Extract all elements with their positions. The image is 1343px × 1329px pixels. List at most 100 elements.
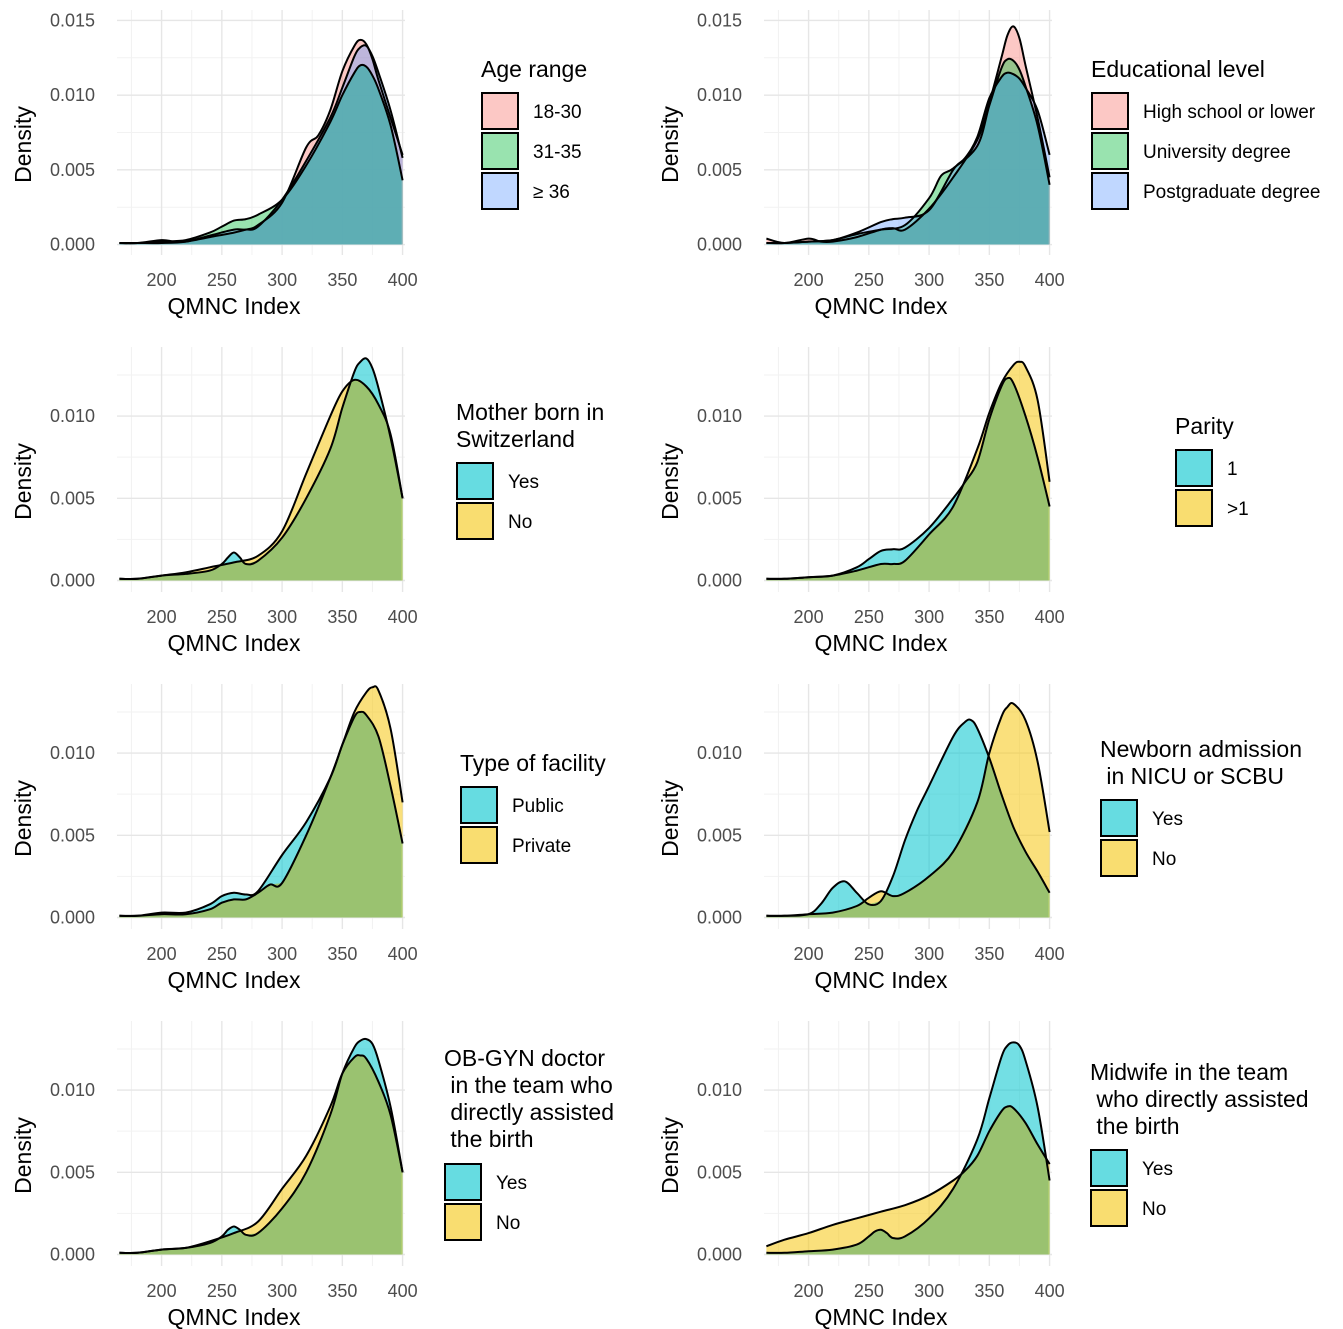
- density-line-1: [119, 63, 404, 245]
- legend-key-0: [456, 462, 494, 500]
- y-tick-label: 0.005: [50, 1162, 95, 1182]
- density-lines: [766, 1041, 1051, 1254]
- y-tick-label: 0.005: [50, 488, 95, 508]
- tick-labels: 200 250 300 350 400 0.000 0.005 0.010 0.015: [50, 10, 418, 290]
- legend-label-0: 1: [1227, 459, 1238, 480]
- x-tick-label: 350: [327, 1281, 357, 1301]
- density-areas: [766, 702, 1050, 918]
- x-tick-label: 350: [974, 1281, 1004, 1301]
- x-axis-title: QMNC Index: [168, 1304, 301, 1329]
- y-tick-label: 0.015: [697, 10, 742, 30]
- x-tick-label: 200: [794, 1281, 824, 1301]
- legend-title: the birth: [444, 1126, 534, 1152]
- density-line-2: [766, 71, 1051, 245]
- legend-label-1: University degree: [1143, 142, 1291, 163]
- y-tick-label: 0.010: [697, 1080, 742, 1100]
- legend-label-1: No: [508, 512, 532, 533]
- x-tick-label: 400: [388, 944, 418, 964]
- legend-key-1: [456, 502, 494, 540]
- legend-title: Midwife in the team: [1090, 1059, 1288, 1085]
- legend-key-1: [460, 826, 498, 864]
- legend-label-2: Postgraduate degree: [1143, 182, 1320, 203]
- legend-title: in the team who: [444, 1072, 613, 1098]
- x-tick-label: 350: [974, 607, 1004, 627]
- overlap-area: [766, 378, 1049, 581]
- panel-parity: 200 250 300 350 400 0.000 0.005 0.010 QMNC Index…: [657, 347, 1249, 656]
- x-tick-label: 350: [327, 270, 357, 290]
- density-line-1: [119, 685, 404, 917]
- y-tick-label: 0.010: [697, 85, 742, 105]
- tick-labels: 200 250 300 350 400 0.000 0.005 0.010: [50, 743, 418, 964]
- y-axis-title: Density: [10, 443, 36, 520]
- density-line-0: [119, 710, 404, 918]
- legend: Midwife in the team who directly assiste…: [1090, 1059, 1309, 1227]
- y-tick-label: 0.010: [50, 406, 95, 426]
- y-axis-title: Density: [657, 1117, 683, 1194]
- x-tick-label: 200: [794, 607, 824, 627]
- x-tick-label: 400: [1035, 270, 1065, 290]
- legend: Age range 18-30 31-35 ≥ 36: [481, 56, 587, 210]
- y-tick-label: 0.000: [697, 570, 742, 590]
- y-tick-label: 0.010: [50, 1080, 95, 1100]
- y-tick-label: 0.010: [697, 743, 742, 763]
- legend-title: OB-GYN doctor: [444, 1045, 605, 1071]
- legend-key-0: [1090, 1149, 1128, 1187]
- density-line-1: [766, 360, 1051, 580]
- x-tick-label: 350: [327, 607, 357, 627]
- panel-midwife: 200 250 300 350 400 0.000 0.005 0.010 QMNC Index…: [657, 1021, 1309, 1329]
- tick-labels: 200 250 300 350 400 0.000 0.005 0.010: [50, 406, 418, 627]
- legend-key-1: [1100, 839, 1138, 877]
- x-tick-label: 350: [974, 944, 1004, 964]
- density-line-0: [766, 718, 1051, 917]
- density-lines: [119, 685, 404, 918]
- density-areas: [766, 26, 1050, 245]
- y-tick-label: 0.000: [50, 1244, 95, 1264]
- legend: Newborn admission in NICU or SCBU Yes No: [1100, 736, 1302, 877]
- overlap-area: [119, 1055, 402, 1255]
- x-tick-label: 250: [207, 1281, 237, 1301]
- x-tick-label: 400: [1035, 1281, 1065, 1301]
- x-tick-label: 250: [207, 270, 237, 290]
- x-axis-title: QMNC Index: [815, 1304, 948, 1329]
- legend-key-1: [1091, 132, 1129, 170]
- density-line-1: [766, 1105, 1051, 1248]
- y-tick-label: 0.000: [50, 570, 95, 590]
- x-axis-title: QMNC Index: [168, 293, 301, 319]
- panel-born: 200 250 300 350 400 0.000 0.005 0.010 QMNC Index…: [10, 347, 604, 656]
- legend-key-1: [1090, 1189, 1128, 1227]
- legend-key-1: [1175, 489, 1213, 527]
- panel-age: 200 250 300 350 400 0.000 0.005 0.010 0.015 QMNC …: [10, 10, 587, 319]
- legend-title: Newborn admission: [1100, 736, 1302, 762]
- x-tick-label: 300: [267, 1281, 297, 1301]
- legend-key-0: [444, 1163, 482, 1201]
- panel-nicu: 200 250 300 350 400 0.000 0.005 0.010 QMNC Index…: [657, 684, 1302, 993]
- legend: OB-GYN doctor in the team who directly a…: [444, 1045, 614, 1241]
- legend-key-1: [444, 1203, 482, 1241]
- legend-title: directly assisted: [444, 1099, 614, 1125]
- density-areas: [119, 358, 403, 581]
- legend-key-0: [1091, 92, 1129, 130]
- y-axis-title: Density: [657, 780, 683, 857]
- legend-key-0: [460, 786, 498, 824]
- y-tick-label: 0.010: [50, 85, 95, 105]
- density-line-0: [766, 1041, 1051, 1254]
- density-lines: [766, 360, 1051, 580]
- y-tick-label: 0.010: [50, 743, 95, 763]
- x-tick-label: 300: [914, 944, 944, 964]
- x-tick-label: 400: [1035, 607, 1065, 627]
- x-tick-label: 350: [327, 944, 357, 964]
- y-axis-title: Density: [657, 106, 683, 183]
- legend-key-2: [1091, 172, 1129, 210]
- legend: Educational level High school or lower Uni…: [1091, 56, 1320, 210]
- density-lines: [119, 1037, 404, 1255]
- legend-label-0: High school or lower: [1143, 102, 1316, 123]
- legend-label-1: No: [496, 1213, 520, 1234]
- y-tick-label: 0.005: [697, 488, 742, 508]
- legend-title: Parity: [1175, 413, 1234, 439]
- x-tick-label: 200: [147, 270, 177, 290]
- legend-key-2: [481, 172, 519, 210]
- legend-title: the birth: [1090, 1113, 1180, 1139]
- legend-key-0: [481, 92, 519, 130]
